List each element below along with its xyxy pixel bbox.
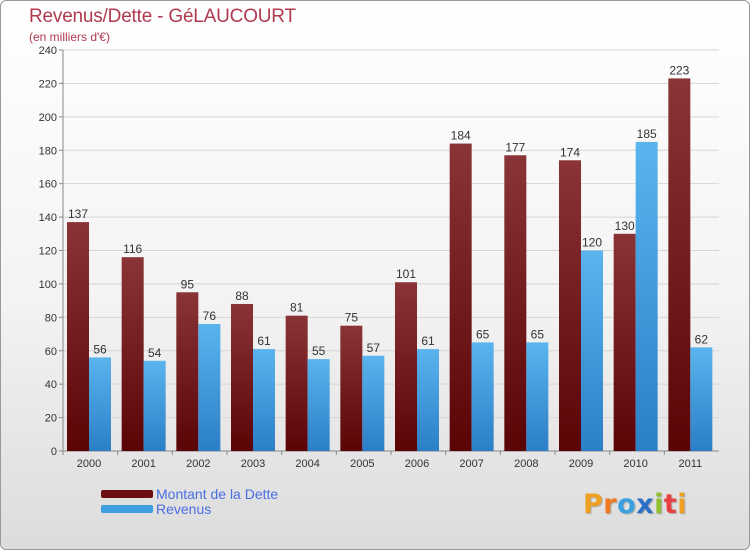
data-label: 75: [345, 311, 359, 325]
y-tick-label: 200: [39, 112, 57, 124]
legend-swatch-revenus: [101, 505, 153, 513]
bar-revenus: [143, 360, 166, 451]
bar-debt: [668, 78, 691, 451]
y-tick-label: 140: [39, 212, 57, 224]
data-label: 223: [669, 63, 689, 77]
data-label: 95: [181, 277, 195, 291]
bar-revenus: [581, 250, 603, 451]
legend-label-debt: Montant de la Dette: [156, 486, 279, 502]
x-tick-label: 2003: [241, 458, 265, 470]
chart-title: Revenus/Dette - GéLAUCOURT: [29, 6, 296, 27]
data-label: 120: [582, 236, 602, 250]
bar-revenus: [307, 359, 330, 451]
y-tick-label: 220: [39, 78, 57, 90]
data-label: 57: [367, 341, 381, 355]
bar-revenus: [417, 349, 439, 451]
bar-debt: [231, 303, 253, 451]
data-label: 116: [123, 242, 142, 256]
bar-debt: [613, 233, 636, 451]
y-tick-label: 60: [45, 346, 57, 358]
bar-debt: [176, 292, 199, 451]
bar-debt: [395, 282, 417, 451]
bar-revenus: [471, 342, 494, 451]
bar-revenus: [526, 342, 549, 451]
x-tick-label: 2000: [77, 458, 101, 470]
bar-debt: [285, 315, 308, 451]
x-tick-label: 2011: [679, 458, 703, 470]
x-tick-label: 2001: [131, 458, 155, 470]
y-tick-label: 80: [45, 312, 57, 324]
logo-letter: i: [654, 489, 664, 520]
bar-debt: [559, 160, 581, 451]
data-label: 61: [421, 334, 435, 348]
bar-revenus: [198, 324, 221, 451]
logo-letter: t: [663, 489, 678, 520]
y-tick-label: 120: [39, 246, 57, 258]
y-tick-label: 0: [51, 446, 57, 458]
data-label: 54: [148, 346, 162, 360]
bar-revenus: [362, 355, 385, 451]
bar-revenus: [253, 349, 275, 451]
x-tick-label: 2002: [186, 458, 210, 470]
data-label: 76: [203, 309, 217, 323]
logo-letter: x: [636, 489, 655, 520]
data-label: 130: [615, 219, 635, 233]
data-label: 61: [257, 334, 271, 348]
data-label: 101: [396, 267, 416, 281]
chart-subtitle: (en milliers d'€): [29, 30, 110, 44]
bar-revenus: [89, 357, 111, 451]
legend-swatch-debt: [101, 490, 153, 498]
data-label: 56: [93, 342, 107, 356]
y-tick-label: 100: [39, 279, 57, 291]
y-tick-label: 20: [45, 413, 57, 425]
data-label: 62: [695, 332, 709, 346]
data-label: 185: [637, 127, 657, 141]
data-label: 88: [235, 289, 249, 303]
bar-debt: [340, 325, 363, 451]
y-tick-label: 180: [39, 145, 57, 157]
x-tick-label: 2010: [623, 458, 647, 470]
x-tick-label: 2009: [569, 458, 593, 470]
y-tick-label: 160: [39, 179, 57, 191]
logo-letter: o: [617, 489, 637, 520]
bar-revenus: [635, 141, 658, 452]
legend-label-revenus: Revenus: [156, 501, 212, 517]
bar-debt: [504, 155, 527, 451]
bar-debt: [67, 222, 89, 451]
x-tick-label: 2004: [295, 458, 319, 470]
y-tick-label: 40: [45, 379, 57, 391]
logo-letter: i: [677, 489, 688, 520]
x-tick-label: 2006: [405, 458, 429, 470]
y-tick-label: 240: [39, 45, 57, 57]
x-tick-label: 2005: [350, 458, 374, 470]
data-label: 177: [505, 140, 525, 154]
bar-revenus: [690, 347, 713, 451]
data-label: 174: [560, 145, 580, 159]
bar-debt: [449, 143, 472, 452]
data-label: 137: [68, 207, 88, 221]
logo-letter: r: [603, 489, 618, 520]
data-label: 65: [476, 327, 490, 341]
data-label: 65: [531, 327, 545, 341]
data-label: 184: [451, 129, 471, 143]
proxiti-logo: Proxiti: [583, 489, 687, 520]
x-tick-label: 2007: [459, 458, 483, 470]
logo-letter: P: [583, 489, 604, 520]
x-tick-label: 2008: [514, 458, 538, 470]
bar-debt: [121, 257, 144, 451]
data-label: 55: [312, 344, 326, 358]
data-label: 81: [290, 301, 304, 315]
